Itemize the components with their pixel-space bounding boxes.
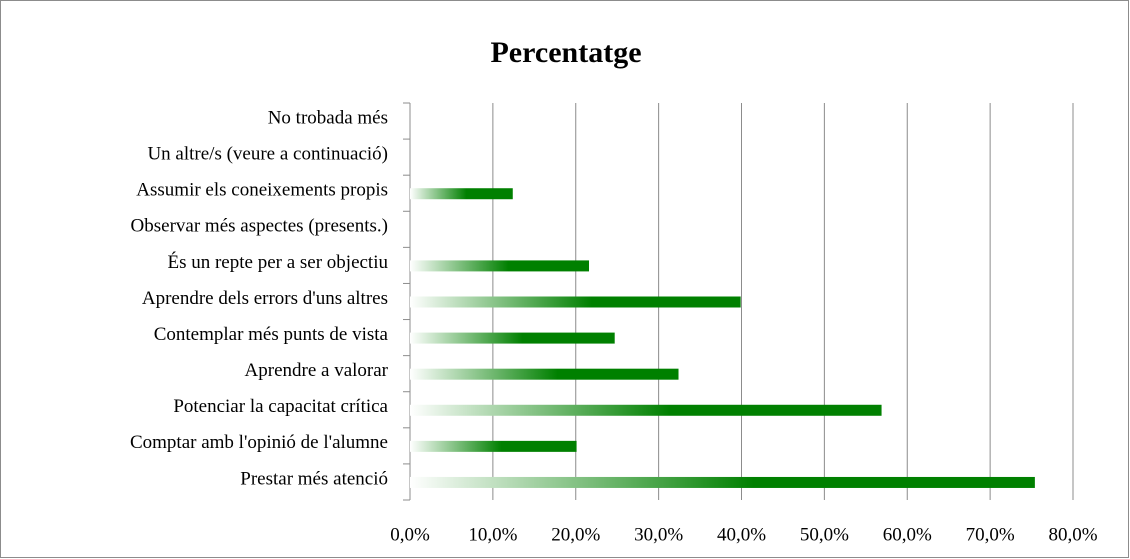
- bar: [410, 404, 882, 416]
- y-tick-label: Aprendre dels errors d'uns altres: [142, 288, 388, 309]
- x-tick-label: 0,0%: [390, 524, 430, 545]
- bar: [410, 296, 741, 308]
- bar: [410, 332, 615, 344]
- bar: [410, 368, 679, 380]
- bar: [410, 188, 513, 200]
- y-tick-label: És un repte per a ser objectiu: [167, 251, 388, 273]
- bar: [410, 476, 1035, 488]
- y-tick-label: Un altre/s (veure a continuació): [147, 143, 388, 164]
- x-tick-label: 70,0%: [966, 524, 1015, 545]
- x-tick-label: 50,0%: [800, 524, 849, 545]
- y-tick-label: Contemplar més punts de vista: [154, 324, 389, 345]
- y-tick-label: Potenciar la capacitat crítica: [173, 396, 388, 417]
- x-tick-label: 20,0%: [551, 524, 600, 545]
- bar: [410, 260, 590, 272]
- x-tick-label: 10,0%: [468, 524, 517, 545]
- bar: [410, 440, 577, 452]
- y-tick-label: Assumir els coneixements propis: [136, 180, 388, 201]
- x-tick-label: 80,0%: [1048, 524, 1097, 545]
- chart-title: Percentatge: [490, 36, 641, 69]
- y-tick-label: Prestar més atenció: [240, 468, 388, 489]
- x-tick-label: 40,0%: [717, 524, 766, 545]
- y-tick-label: Observar més aspectes (presents.): [131, 216, 388, 237]
- y-tick-label: No trobada més: [268, 107, 388, 128]
- y-tick-label: Aprendre a valorar: [245, 360, 389, 381]
- y-tick-label: Comptar amb l'opinió de l'alumne: [130, 432, 388, 453]
- x-tick-label: 60,0%: [883, 524, 932, 545]
- x-tick-label: 30,0%: [634, 524, 683, 545]
